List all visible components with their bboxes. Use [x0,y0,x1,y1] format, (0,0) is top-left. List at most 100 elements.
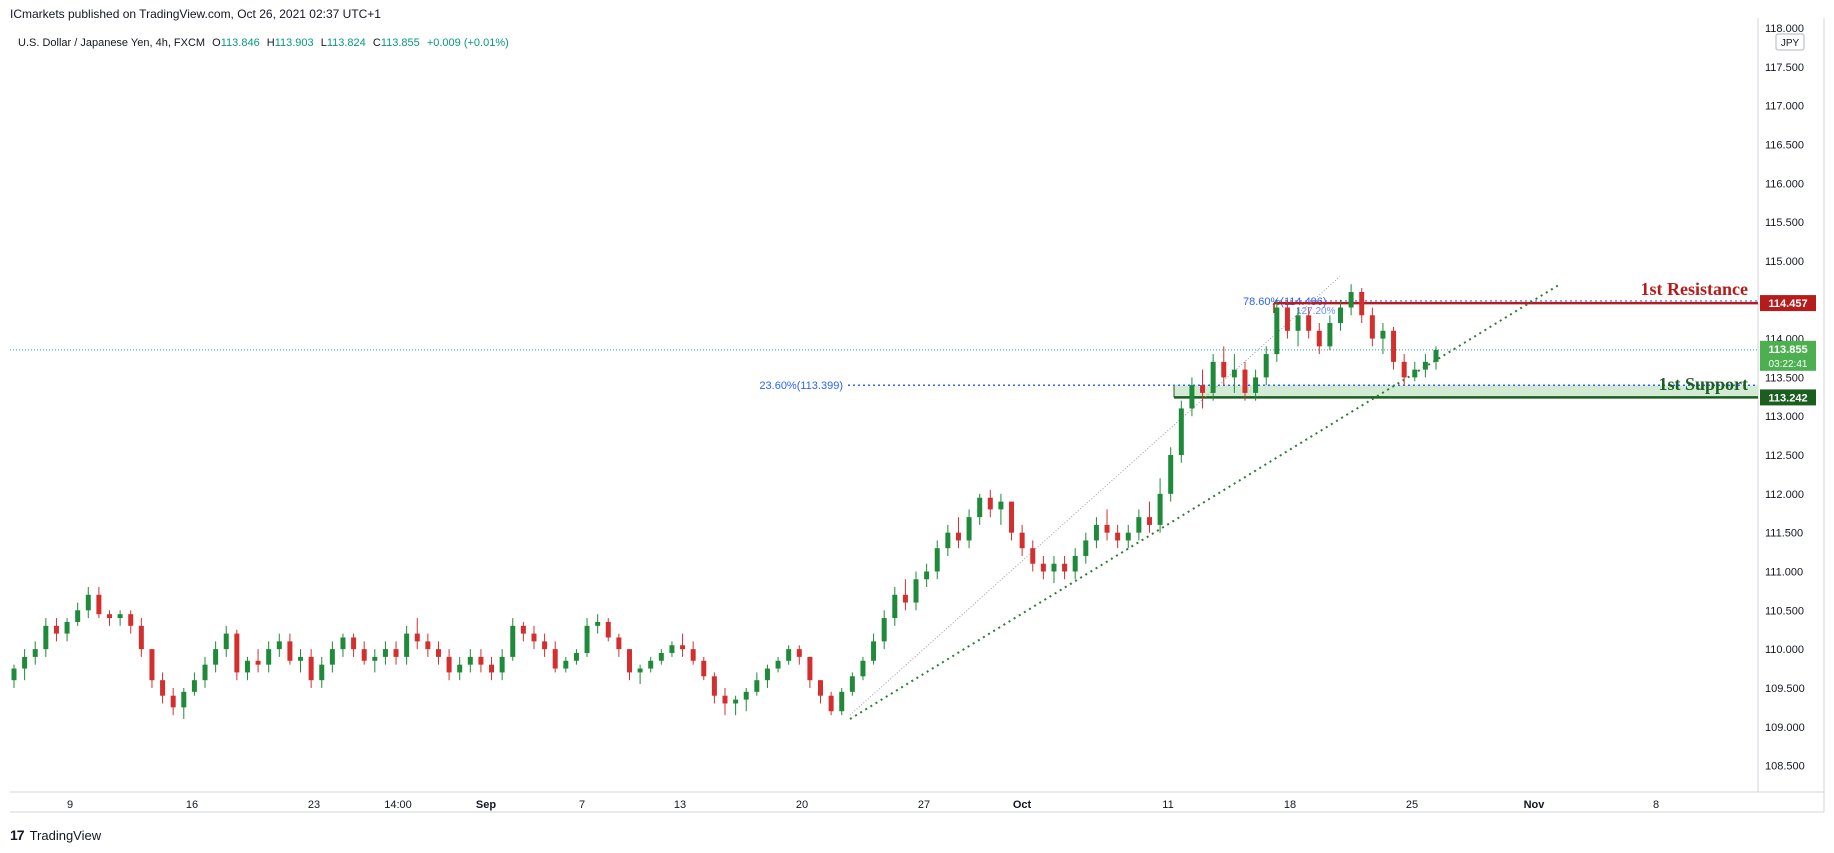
fib-base-line [849,276,1341,716]
x-tick-label: 18 [1284,799,1296,811]
trend-line [849,283,1561,720]
fib-127-label: 127.20% [1296,306,1336,317]
currency-badge[interactable] [1775,33,1805,51]
candle-body [786,649,792,661]
fib-23-label: 23.60%(113.399) [759,380,843,392]
y-tick-label: 108.500 [1765,761,1805,773]
countdown-label: 03:22:41 [1769,359,1808,370]
y-tick-label: 110.500 [1765,605,1804,617]
y-tick-label: 109.500 [1765,683,1805,695]
candle-body [340,637,346,650]
candle-body [881,618,887,642]
candle-body [96,594,102,615]
y-tick-label: 115.500 [1765,217,1804,229]
candle-body [75,610,81,622]
x-tick-label: Sep [476,799,496,811]
candle-body [1433,349,1439,362]
legend-close: 113.855 [381,37,420,49]
currency-label: JPY [1781,38,1800,49]
candle-body [191,680,197,692]
candle-body [542,641,548,650]
candle-body [1104,524,1110,533]
candle-body [1274,307,1280,355]
candle-body [1422,361,1428,370]
candle-body [690,649,696,661]
candle-body [839,691,845,712]
candle-body [733,699,739,704]
annotations: 23.60%(113.399) 78.60%(114.486)127.20% 1st… [10,276,1758,720]
y-tick-label: 112.500 [1765,450,1804,462]
fib-78-label: 78.60%(114.486) [1243,296,1327,308]
candle-body [722,695,728,704]
candle-body [701,660,707,677]
candle-body [329,649,335,665]
candle-body [11,668,17,681]
candle-body [1146,517,1152,525]
last-price-badge-label: 113.855 [1768,344,1807,356]
candle-body [382,649,388,657]
footer[interactable]: 17 TradingView [10,827,101,843]
candle-body [244,660,250,673]
candle-body [1327,323,1333,347]
candle-body [573,653,579,661]
x-tick-label: 13 [674,799,686,811]
candle-body [1316,330,1322,347]
candle-body [1284,307,1290,331]
candle-body [457,664,463,673]
candle-body [892,594,898,619]
candle-body [510,625,516,657]
candle-body [902,594,908,603]
candle-body [1157,493,1163,525]
resistance-badge [1760,295,1816,312]
candle-body [1062,563,1068,572]
tradingview-logo-icon: 17 [10,827,25,843]
candle-body [1189,385,1195,409]
candle-body [489,664,495,673]
candle-body [53,625,59,634]
candle-body [276,641,282,650]
x-tick-label: Nov [1524,799,1546,811]
candle-body [181,691,187,708]
candle-body [1093,524,1099,541]
candle-body [351,637,357,650]
candle-body [32,649,38,657]
y-tick-label: 115.000 [1765,256,1804,268]
chart-header: ICmarkets published on TradingView.com, … [10,7,381,21]
candle-body [446,656,452,673]
candle-body [202,664,208,681]
candle-body [43,625,49,650]
candle-body [966,517,972,541]
candle-body [1401,361,1407,378]
candle-body [298,656,304,661]
y-tick-label: 112.000 [1765,489,1804,501]
candle-body [711,676,717,696]
candle-body [1200,385,1206,393]
x-tick-label: 8 [1653,799,1659,811]
candle-body [1040,563,1046,572]
legend-high: 113.903 [275,37,314,49]
candle-body [213,649,219,665]
candle-body [913,579,919,603]
candles [11,284,1439,720]
support-badge [1760,389,1816,406]
legend-open: 113.846 [221,37,260,49]
candle-body [1306,315,1312,331]
candle-body [85,594,91,611]
candle-body [626,649,632,673]
candle-body [934,548,940,572]
candle-body [807,656,813,681]
price-scale[interactable]: 118.000 117.500 117.000 116.500 116.000 115.5… [1765,23,1805,773]
candle-body [234,633,240,673]
candle-body [775,660,781,669]
x-tick-label: 20 [796,799,808,811]
time-axis[interactable]: 9 16 23 14:00 Sep 7 13 20 27 Oct 11 18 25 Nov 8 [67,799,1659,811]
candle-body [138,625,144,650]
candle-body [860,660,866,677]
candle-body [1178,408,1184,456]
candle-body [616,637,622,650]
candle-body [266,649,272,665]
candle-body [998,501,1004,510]
candle-body [1369,315,1375,339]
legend-low-label: L [321,37,327,49]
